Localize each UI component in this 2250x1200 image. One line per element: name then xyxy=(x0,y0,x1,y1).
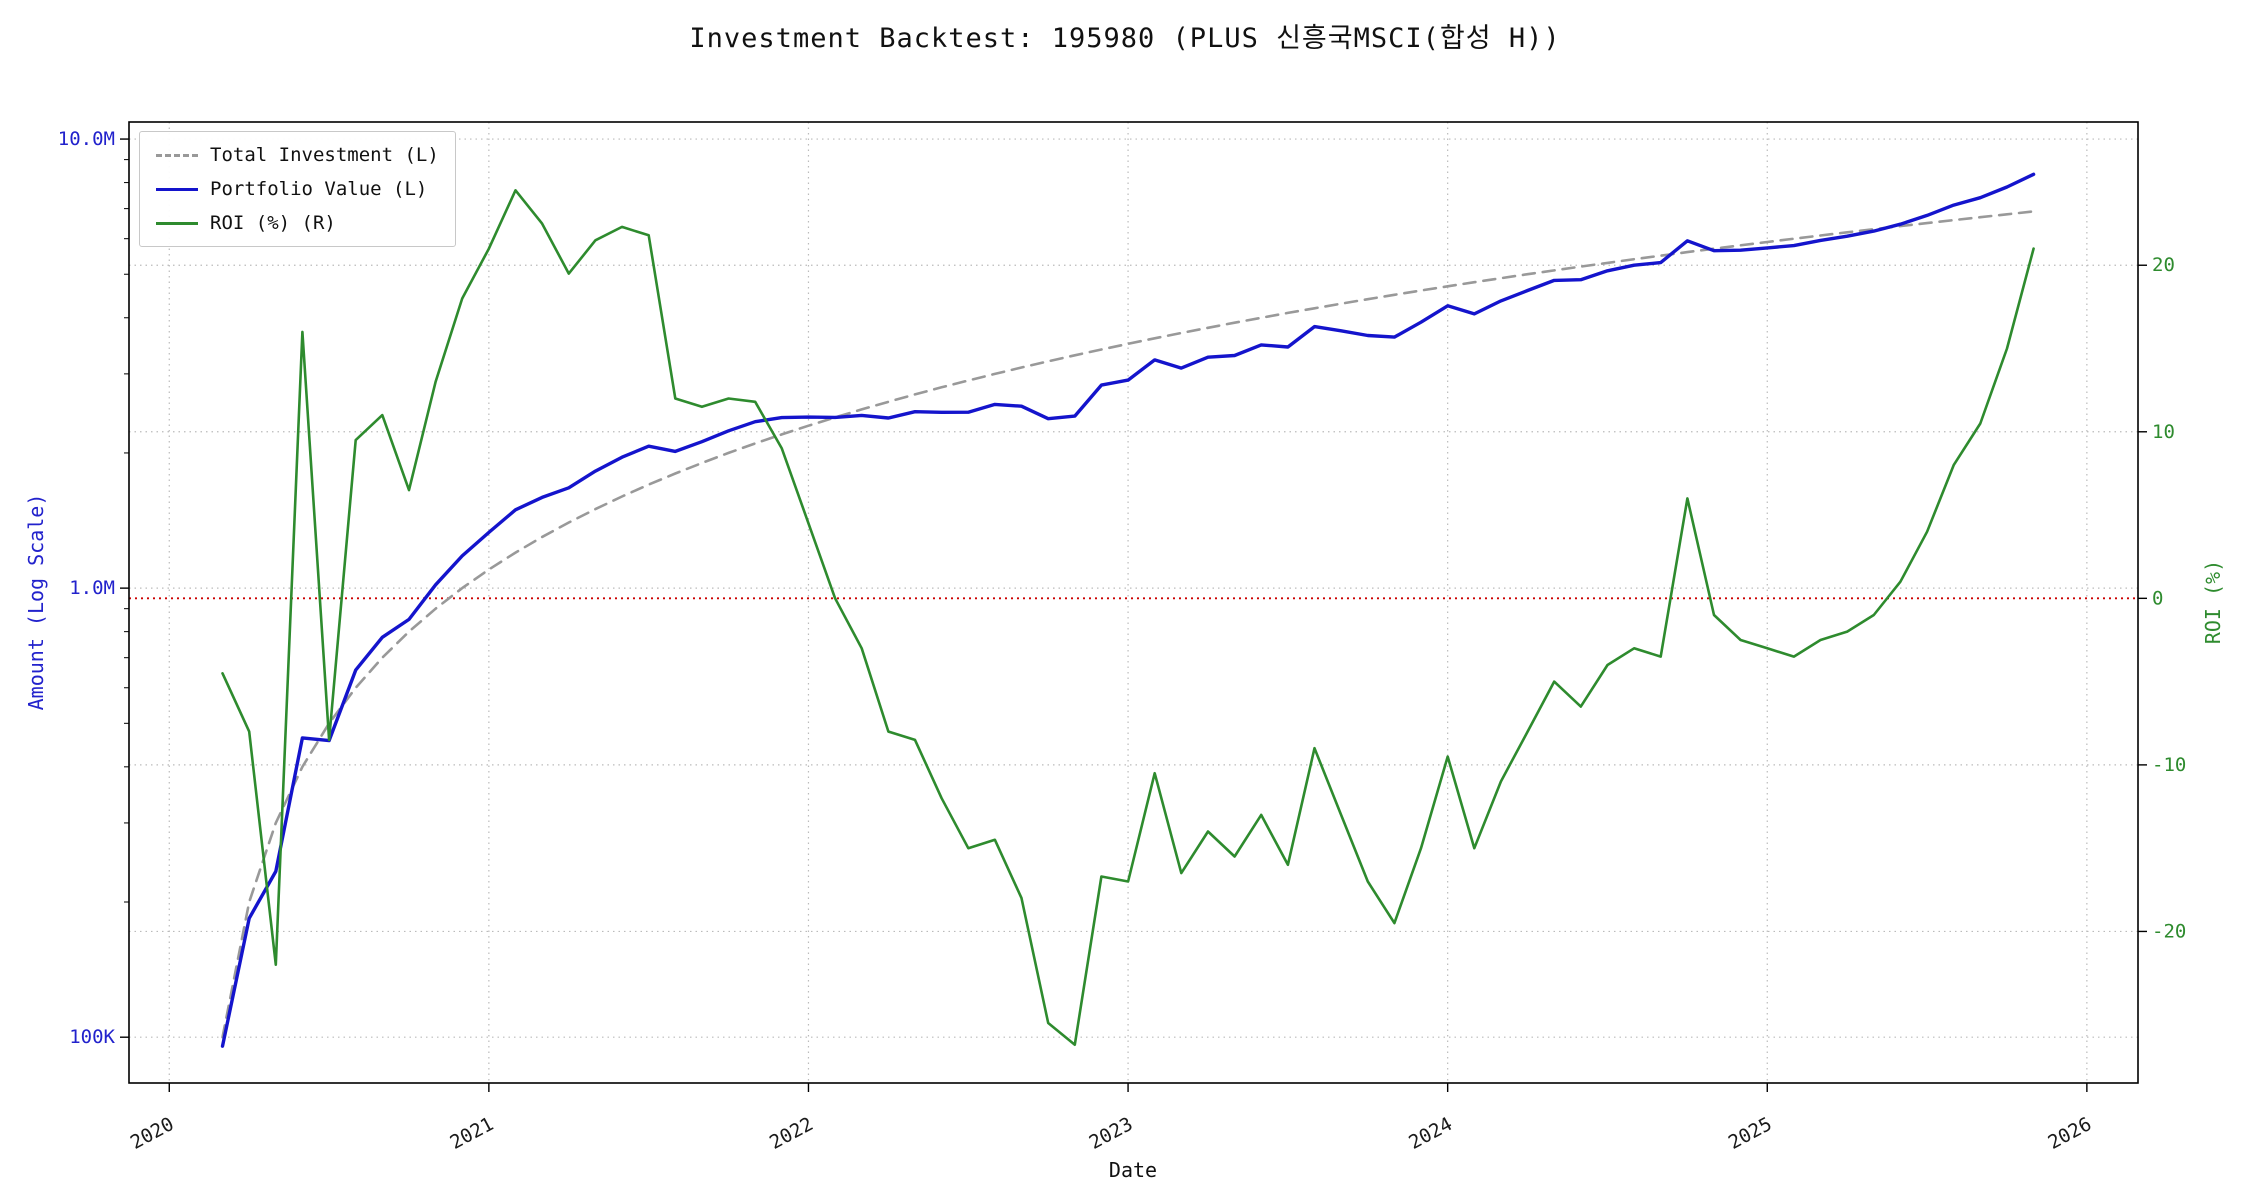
portfolio-value-line-sample xyxy=(156,187,198,191)
left-axis-label: Amount (Log Scale) xyxy=(24,493,48,711)
x-tick-label: 2021 xyxy=(446,1113,497,1154)
tick-labels: 10.0M 1.0M 100K 20 10 0 -10 -20 2020 2021 2022 2023… xyxy=(58,128,2187,1154)
x-tick-label: 2023 xyxy=(1086,1113,1137,1154)
left-tick-label: 100K xyxy=(69,1026,115,1048)
roi-line-sample xyxy=(156,221,198,225)
tick-marks xyxy=(120,138,2147,1092)
legend-label: Portfolio Value (L) xyxy=(210,178,428,200)
right-tick-label: -10 xyxy=(2152,754,2186,776)
x-tick-label: 2025 xyxy=(1725,1113,1776,1154)
left-tick-label: 1.0M xyxy=(69,577,115,599)
left-tick-label: 10.0M xyxy=(58,128,115,150)
x-tick-label: 2020 xyxy=(127,1113,178,1154)
right-tick-label: 20 xyxy=(2152,254,2175,276)
total-investment-l-line xyxy=(221,210,2035,1039)
portfolio-value-l-line xyxy=(220,172,2036,1048)
right-tick-label: 0 xyxy=(2152,587,2163,609)
right-axis-label: ROI (%) xyxy=(2201,559,2225,645)
plot-border xyxy=(128,121,2139,1084)
right-tick-label: -20 xyxy=(2152,920,2186,942)
legend: Total Investment (L) Portfolio Value (L)… xyxy=(139,131,456,247)
x-axis-label: Date xyxy=(1108,1158,1158,1182)
grid-lines xyxy=(129,122,2138,1083)
roi-r-line xyxy=(221,189,2035,1046)
legend-item-portfolio-value: Portfolio Value (L) xyxy=(156,174,439,204)
right-tick-label: 10 xyxy=(2152,421,2175,443)
legend-label: ROI (%) (R) xyxy=(210,212,336,234)
x-tick-label: 2022 xyxy=(766,1113,817,1154)
legend-item-total-investment: Total Investment (L) xyxy=(156,140,439,170)
x-tick-label: 2026 xyxy=(2044,1113,2095,1154)
legend-item-roi: ROI (%) (R) xyxy=(156,208,439,238)
total-investment-line-sample xyxy=(156,153,198,157)
legend-label: Total Investment (L) xyxy=(210,144,439,166)
x-tick-label: 2024 xyxy=(1405,1113,1456,1154)
chart-title: Investment Backtest: 195980 (PLUS 신흥국MSC… xyxy=(689,23,1561,54)
